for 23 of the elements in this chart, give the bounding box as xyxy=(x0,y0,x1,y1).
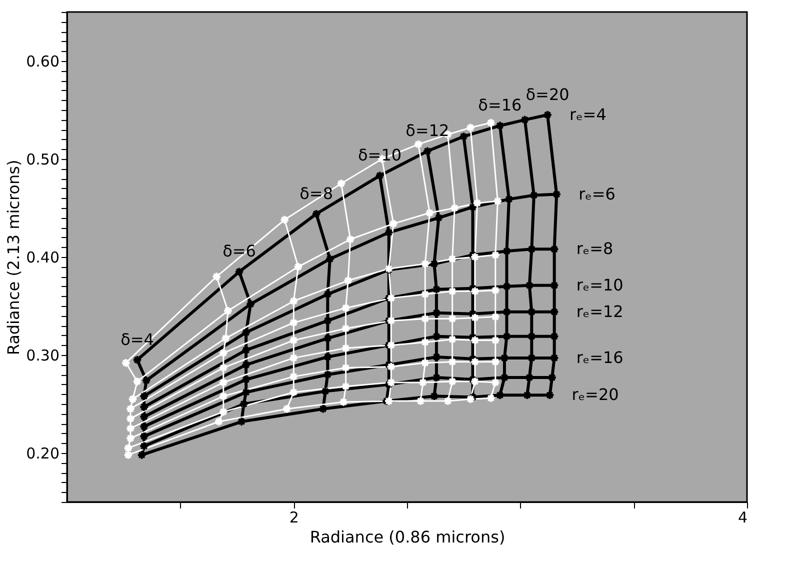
annotation: rₑ=16 xyxy=(576,348,624,367)
annotation: δ=10 xyxy=(358,146,402,165)
annotation: rₑ=10 xyxy=(576,275,624,294)
annotation: rₑ=4 xyxy=(570,104,606,124)
y-tick-label: 0.30 xyxy=(26,346,60,364)
y-axis-title: Radiance (2.13 microns) xyxy=(4,160,24,356)
y-tick-label: 0.60 xyxy=(26,52,60,70)
x-tick-label: 4 xyxy=(738,508,748,526)
x-axis-title: Radiance (0.86 microns) xyxy=(310,528,506,546)
annotation: δ=6 xyxy=(222,242,256,261)
annotation: rₑ=20 xyxy=(572,385,619,404)
annotation: δ=8 xyxy=(300,184,334,203)
annotation: δ=20 xyxy=(526,84,570,104)
x-tick-label: 2 xyxy=(289,508,299,526)
annotation: δ=4 xyxy=(120,330,154,349)
annotation: rₑ=6 xyxy=(578,184,616,204)
annotation: δ=12 xyxy=(406,121,450,140)
annotation: rₑ=8 xyxy=(576,239,614,258)
y-tick-label: 0.40 xyxy=(26,248,60,266)
annotation: rₑ=12 xyxy=(576,302,624,321)
annotation: δ=16 xyxy=(478,96,522,115)
y-tick-label: 0.50 xyxy=(26,150,60,168)
y-tick-label: 0.20 xyxy=(26,444,60,462)
